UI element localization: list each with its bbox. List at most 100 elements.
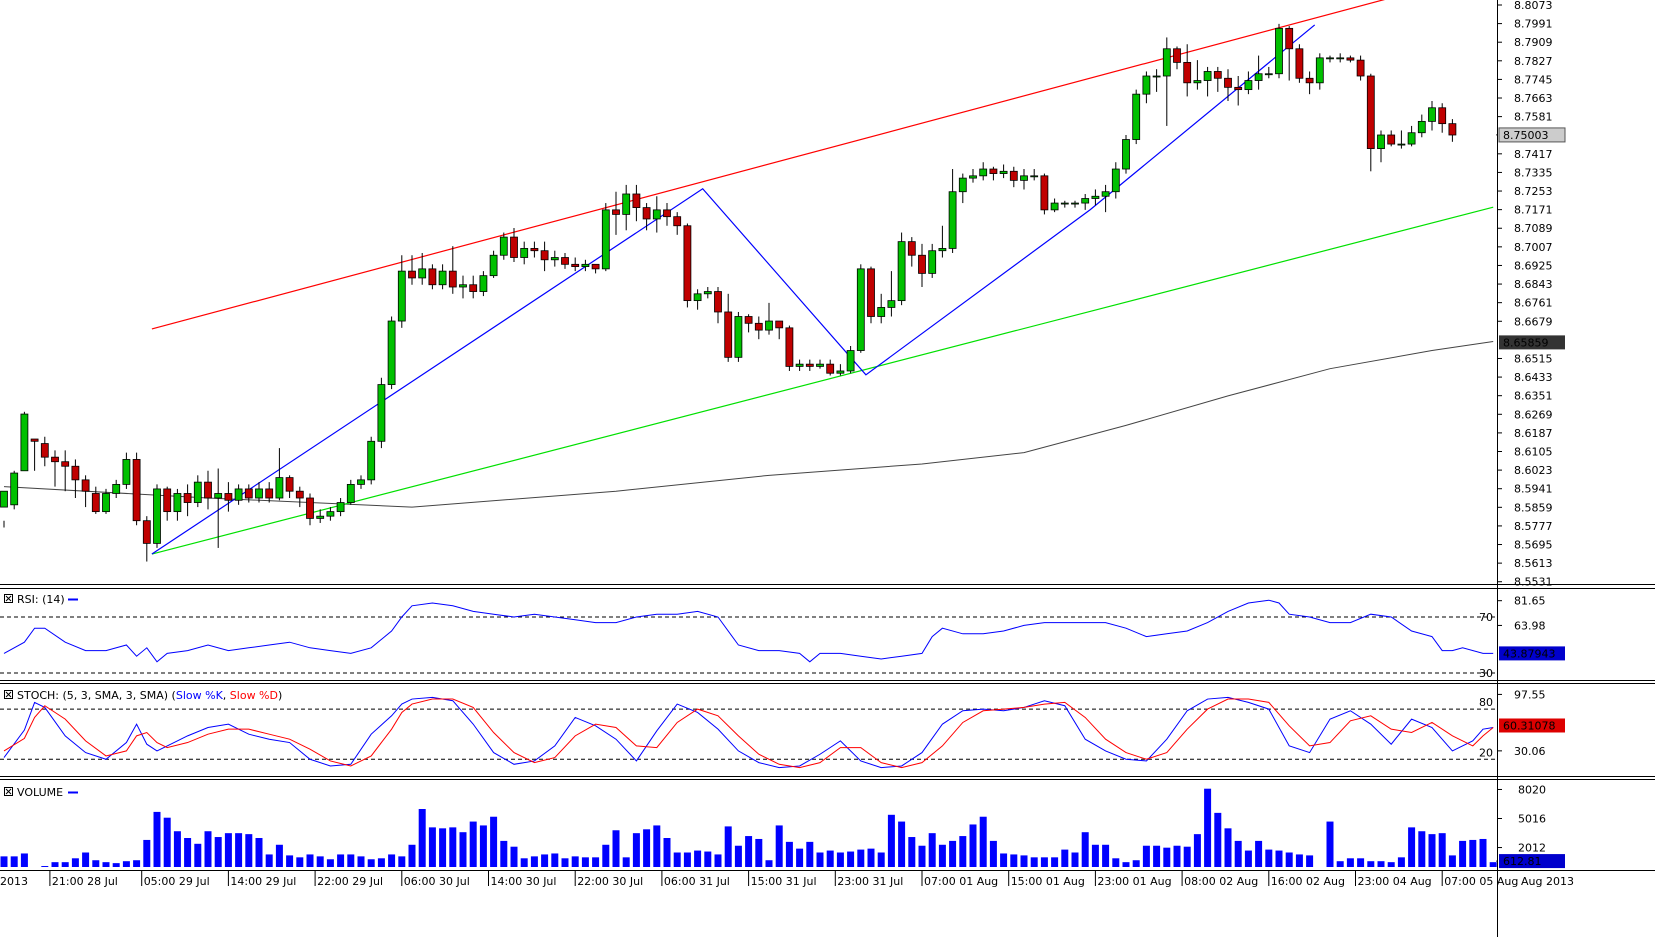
volume-bar xyxy=(1040,857,1048,867)
candle-body xyxy=(1397,143,1406,146)
price-tick-label: 8.7417 xyxy=(1514,148,1553,161)
volume-bar xyxy=(653,825,661,867)
candle-body xyxy=(367,440,376,481)
sma-value-label: 8.65859 xyxy=(1503,336,1549,349)
candle-body xyxy=(1377,134,1385,150)
volume-bar xyxy=(714,854,722,867)
candle-body xyxy=(1356,59,1365,77)
price-y-ticks: 8.8073 8.7991 8.7909 8.7827 8.7745 8.7663 8.75… xyxy=(1497,0,1553,589)
candle-body xyxy=(1193,80,1202,84)
price-tick-label: 8.7171 xyxy=(1514,204,1553,217)
volume-bar xyxy=(612,830,620,867)
volume-bar xyxy=(959,836,967,867)
volume-bar xyxy=(1295,854,1303,867)
volume-bar xyxy=(1479,838,1487,867)
price-tick-label: 8.7827 xyxy=(1514,55,1553,68)
candle-body xyxy=(632,193,641,208)
rsi-title-group: RSI: (14) xyxy=(4,593,78,606)
candle-body xyxy=(540,250,549,261)
candle-body xyxy=(418,268,427,279)
volume-bar xyxy=(61,862,69,867)
candle-body xyxy=(918,254,926,274)
volume-bar xyxy=(1020,855,1028,867)
volume-bar xyxy=(796,848,804,867)
x-tick-label: 2013 xyxy=(0,875,28,888)
candle-body xyxy=(459,284,467,288)
volume-bar xyxy=(1448,855,1456,867)
x-tick-label: 15:00 01 Aug xyxy=(1011,875,1085,888)
candle-body xyxy=(30,438,39,442)
volume-bar xyxy=(418,809,426,867)
volume-bar xyxy=(1224,828,1232,867)
rsi-toggle-icon-cross xyxy=(5,595,12,602)
candle-body xyxy=(408,270,416,279)
volume-bar xyxy=(1183,846,1191,867)
price-tick-label: 8.8073 xyxy=(1514,0,1553,12)
x-tick-label: 23:00 01 Aug xyxy=(1097,875,1171,888)
volume-bar xyxy=(1459,840,1467,867)
volume-bar xyxy=(765,860,773,867)
volume-bar xyxy=(847,851,855,867)
price-tick-label: 8.6187 xyxy=(1514,427,1553,440)
price-tick-label: 8.7991 xyxy=(1514,18,1553,31)
candle-body xyxy=(897,241,906,302)
volume-bar xyxy=(1336,861,1344,867)
candle-body xyxy=(734,316,743,358)
candle-body xyxy=(244,488,253,499)
volume-bar xyxy=(1102,844,1110,867)
candle-body xyxy=(469,284,478,292)
volume-bar xyxy=(1244,850,1252,867)
candle-body xyxy=(0,490,8,508)
volume-bars xyxy=(0,788,1497,867)
volume-bar xyxy=(979,816,987,867)
candle-body xyxy=(1213,71,1222,79)
volume-bar xyxy=(1142,845,1150,867)
candle-body xyxy=(714,291,722,313)
volume-toggle-icon-cross xyxy=(5,788,12,795)
last-price-label-bg xyxy=(1498,127,1566,143)
candle-body xyxy=(816,363,824,367)
volume-bar xyxy=(775,825,783,867)
volume-bar xyxy=(1265,849,1273,867)
candle-body xyxy=(581,263,590,267)
volume-bar xyxy=(694,850,702,867)
volume-bar xyxy=(347,854,355,867)
candle-body xyxy=(1336,57,1345,60)
volume-bar xyxy=(357,856,365,867)
upper-channel-line xyxy=(151,0,1386,330)
volume-bar xyxy=(82,852,90,867)
candle-body xyxy=(1111,168,1120,193)
volume-bar xyxy=(643,829,651,867)
volume-bar xyxy=(204,831,212,867)
price-tick-label: 8.7335 xyxy=(1514,166,1553,179)
candle-body xyxy=(91,493,100,513)
volume-bar xyxy=(1163,847,1171,867)
volume-bar xyxy=(306,854,314,867)
candle-body xyxy=(989,168,998,174)
volume-bar xyxy=(989,840,997,867)
candle-body xyxy=(132,459,141,522)
volume-bar xyxy=(235,833,243,867)
volume-bar xyxy=(459,832,467,867)
candle-body xyxy=(306,497,314,519)
candle-body xyxy=(142,520,151,544)
volume-bar xyxy=(388,854,396,867)
zigzag-line xyxy=(151,24,1316,555)
volume-bar xyxy=(632,833,640,867)
volume-bar xyxy=(571,856,579,867)
x-tick-label: 23:00 04 Aug xyxy=(1358,875,1432,888)
volume-bar xyxy=(1408,827,1416,867)
volume-bar xyxy=(1091,844,1099,867)
volume-bar xyxy=(92,860,100,867)
volume-bar xyxy=(673,852,681,867)
candle-body xyxy=(1040,175,1049,211)
candle-body xyxy=(51,456,59,463)
volume-bar xyxy=(734,845,742,867)
x-tick-label: 07:00 01 Aug xyxy=(924,875,998,888)
volume-bar xyxy=(887,814,895,867)
volume-bar xyxy=(398,856,406,867)
volume-bar xyxy=(898,821,906,867)
x-tick-label: 14:00 29 Jul xyxy=(230,875,296,888)
candle-body xyxy=(1173,48,1181,63)
